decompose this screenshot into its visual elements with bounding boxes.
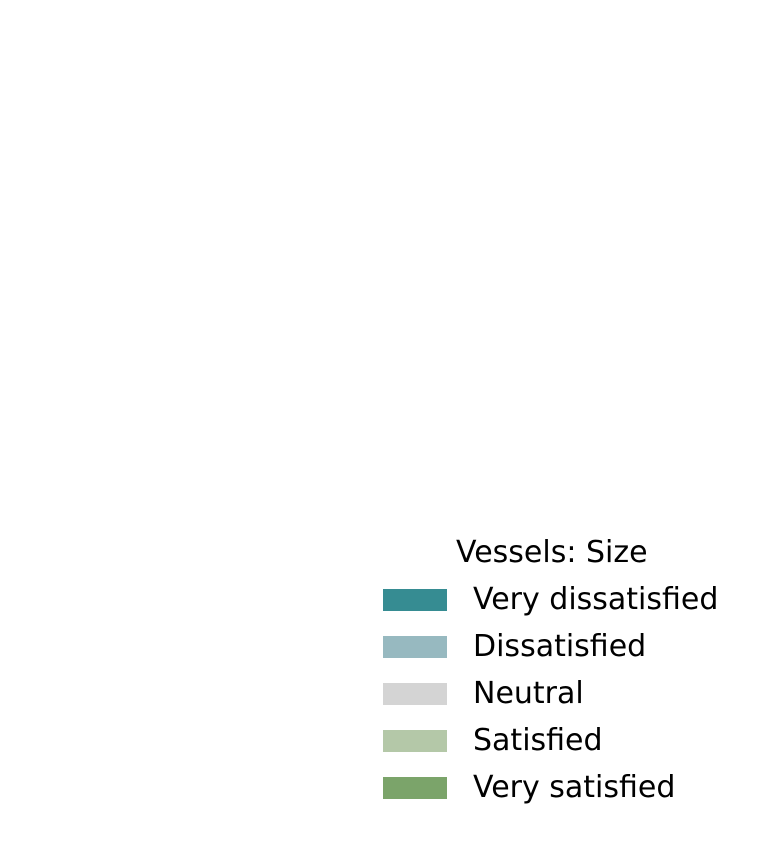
legend-label-satisfied: Satisfied [473,723,603,758]
legend-label-very-dissatisfied: Very dissatisfied [473,582,719,617]
legend-swatch-satisfied [383,730,447,752]
legend-swatch-neutral [383,683,447,705]
legend-item-dissatisfied: Dissatisfied [383,628,763,666]
legend-item-neutral: Neutral [383,675,763,713]
legend-label-neutral: Neutral [473,676,584,711]
legend-label-very-satisfied: Very satisfied [473,770,676,805]
legend-title: Vessels: Size [456,535,648,570]
legend-swatch-very-satisfied [383,777,447,799]
legend-label-dissatisfied: Dissatisfied [473,629,647,664]
legend-item-satisfied: Satisfied [383,722,763,760]
legend-item-very-satisfied: Very satisfied [383,769,763,807]
legend-item-very-dissatisfied: Very dissatisfied [383,581,763,619]
legend-swatch-very-dissatisfied [383,589,447,611]
legend-swatch-dissatisfied [383,636,447,658]
